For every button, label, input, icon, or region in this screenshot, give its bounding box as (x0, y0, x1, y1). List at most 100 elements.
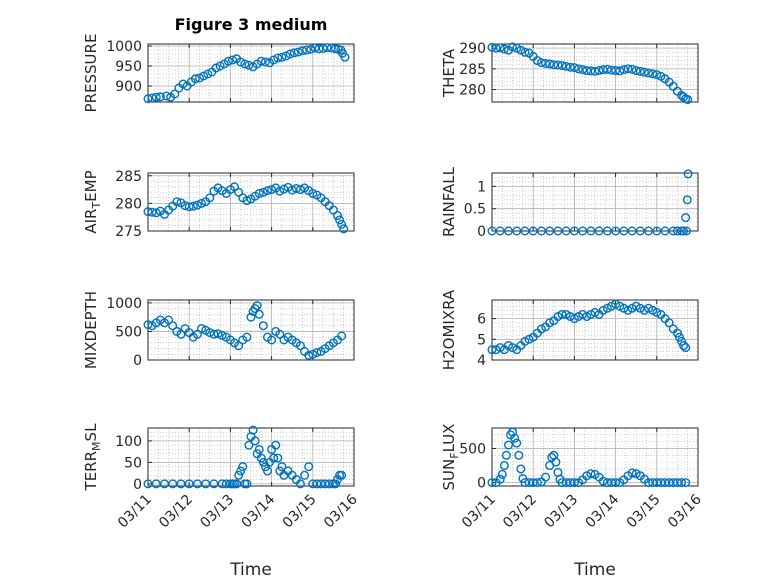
data-point (520, 47, 530, 57)
subplot-7: 0 50 100 03/11 03/12 03/13 03/14 03/15 03/16 TERR… (82, 423, 361, 531)
data-point (639, 67, 649, 77)
data-point (293, 47, 303, 57)
y-tick-label: 5 (477, 332, 486, 348)
data-point (227, 55, 237, 65)
x-tick-label: 03/13 (541, 492, 581, 532)
data-point (260, 57, 270, 67)
data-point (209, 329, 219, 339)
data-point (337, 219, 347, 229)
data-point (269, 453, 279, 463)
data-point (623, 64, 633, 74)
data-point (308, 349, 318, 359)
axes-box (147, 172, 355, 232)
data-point (516, 464, 526, 474)
data-point (234, 341, 244, 351)
data-point (337, 331, 347, 341)
y-tick-label: 290 (459, 41, 486, 57)
data-point (611, 66, 621, 76)
y-tick-label: 1000 (106, 296, 142, 312)
x-tick-label: 03/11 (115, 492, 155, 532)
data-point (615, 66, 625, 76)
data-point (631, 66, 641, 76)
axes-box (491, 299, 699, 361)
data-point (602, 64, 612, 74)
y-axis-label: H2OMIXRA (440, 289, 458, 370)
data-point (683, 95, 693, 105)
data-point (491, 43, 501, 53)
x-tick-label: 03/16 (321, 491, 361, 531)
data-point (271, 440, 281, 450)
y-tick-label: 1 (477, 179, 486, 195)
data-point (213, 329, 223, 339)
data-point (143, 207, 153, 217)
data-point (495, 474, 505, 484)
data-point (672, 226, 682, 236)
axes-box (491, 427, 699, 487)
data-point (487, 478, 497, 488)
x-tick-label: 03/11 (459, 492, 499, 532)
data-point (192, 329, 202, 339)
data-point (302, 45, 312, 55)
data-point (295, 185, 305, 195)
x-tick-label: 03/14 (239, 491, 279, 531)
data-point (279, 184, 289, 194)
x-tick-label: 03/12 (156, 492, 196, 532)
data-point (242, 196, 252, 206)
data-point (143, 320, 153, 330)
data-point (244, 440, 254, 450)
data-point (578, 65, 588, 75)
data-point (234, 470, 244, 480)
subplot-4: 0 0.5 1 RAINFALL (440, 166, 699, 240)
data-point (574, 64, 584, 74)
data-point (304, 350, 314, 360)
data-point (295, 479, 305, 489)
data-point (627, 64, 637, 74)
data-point (683, 169, 693, 179)
data-point (275, 329, 285, 339)
y-axis-label: PRESSURE (82, 34, 100, 113)
data-point (295, 341, 305, 351)
y-tick-label: 500 (115, 324, 142, 340)
data-point (267, 185, 277, 195)
x-axis-label-right: Time (573, 560, 616, 580)
y-tick-label: 280 (115, 196, 142, 212)
data-point (340, 52, 350, 62)
y-axis-label: MIXDEPTH (82, 291, 100, 369)
data-point (681, 343, 691, 353)
data-point (242, 332, 252, 342)
y-tick-label: 0.5 (464, 202, 486, 218)
data-point (205, 193, 215, 203)
data-point (569, 63, 579, 73)
data-point (250, 436, 260, 446)
x-tick-label: 03/15 (624, 492, 664, 532)
data-point (557, 309, 567, 319)
data-point (188, 201, 198, 211)
data-point (258, 321, 268, 331)
data-point (256, 453, 266, 463)
data-point (594, 66, 604, 76)
y-tick-label: 100 (115, 434, 142, 450)
data-point (549, 60, 559, 70)
x-tick-label: 03/15 (280, 492, 320, 532)
data-point (258, 457, 268, 467)
data-point (508, 42, 518, 52)
data-point (545, 59, 555, 69)
data-point (184, 202, 194, 212)
data-point (553, 60, 563, 70)
data-point (254, 444, 264, 454)
y-axis-label: RAINFALL (440, 166, 458, 237)
data-point (532, 478, 542, 488)
data-point (256, 56, 266, 66)
data-point (238, 462, 248, 472)
x-tick-label: 03/14 (583, 491, 623, 531)
y-axis-label: SUNFLUX (440, 424, 461, 491)
data-point (267, 335, 277, 345)
data-point (289, 48, 299, 58)
data-point (162, 91, 172, 101)
data-point (298, 46, 308, 56)
data-point (664, 318, 674, 328)
x-axis-label-left: Time (229, 560, 272, 580)
data-point (606, 65, 616, 75)
